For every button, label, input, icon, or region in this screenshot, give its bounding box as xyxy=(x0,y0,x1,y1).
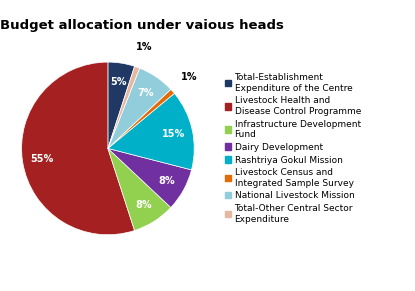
Legend: Total-Establishment
Expenditure of the Centre, Livestock Health and
Disease Cont: Total-Establishment Expenditure of the C… xyxy=(225,73,361,224)
Text: 8%: 8% xyxy=(159,176,175,186)
Wedge shape xyxy=(108,148,191,207)
Wedge shape xyxy=(108,148,171,230)
Text: 8%: 8% xyxy=(136,200,152,210)
Wedge shape xyxy=(108,62,134,148)
Wedge shape xyxy=(108,89,174,148)
Text: 55%: 55% xyxy=(30,154,53,164)
Wedge shape xyxy=(108,66,140,148)
Text: 5%: 5% xyxy=(110,77,127,87)
Text: 1%: 1% xyxy=(136,42,153,52)
Wedge shape xyxy=(108,93,194,170)
Text: 1%: 1% xyxy=(181,72,197,82)
Text: 7%: 7% xyxy=(137,88,154,98)
Title: Share of Budget allocation under vaious heads: Share of Budget allocation under vaious … xyxy=(0,19,284,32)
Wedge shape xyxy=(108,68,171,148)
Text: 15%: 15% xyxy=(162,129,185,139)
Wedge shape xyxy=(22,62,134,235)
